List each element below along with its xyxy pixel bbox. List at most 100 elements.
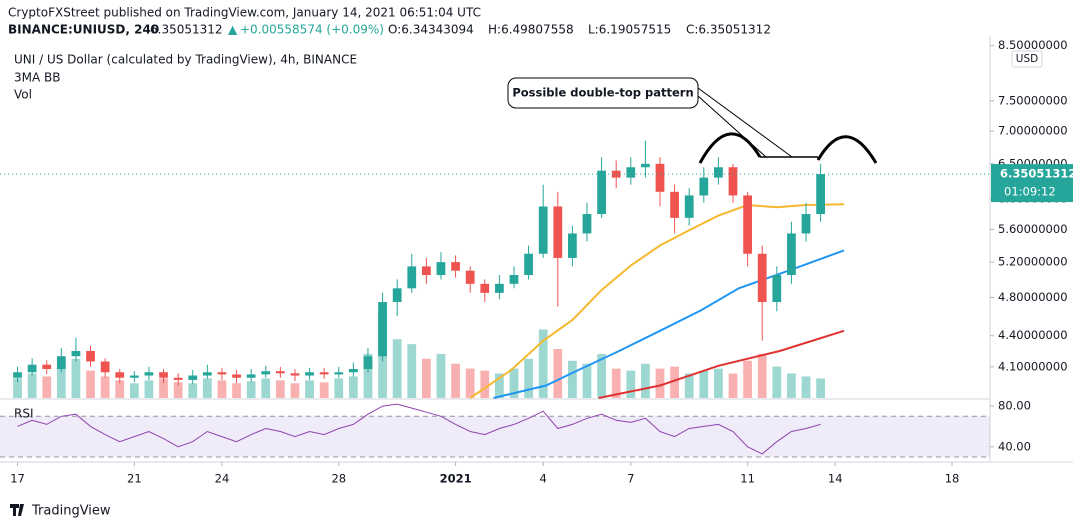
candle-body (129, 375, 139, 378)
volume-bar (582, 363, 592, 398)
candle-body (363, 356, 373, 369)
volume-bar (56, 368, 66, 398)
right-top-arc (816, 135, 878, 164)
candle-body (27, 364, 37, 373)
brand-name: TradingView (31, 504, 111, 519)
rsi-band (0, 416, 990, 457)
volume-bar (597, 353, 606, 398)
volume-bar (684, 373, 694, 398)
rsi-line (17, 403, 821, 455)
y-tick-label: 5.60000000 (998, 222, 1068, 236)
candle-body (42, 364, 52, 369)
candle-body (670, 191, 679, 218)
annotation: Possible double-top pattern (512, 86, 693, 100)
ohlc-close: C:6.35051312 (686, 23, 771, 37)
last-price-box (991, 164, 1073, 203)
candle-body (743, 195, 752, 254)
candle-body (787, 233, 796, 276)
x-tick-label: 28 (331, 472, 346, 486)
candle-body (407, 266, 417, 289)
volume-bar (699, 370, 709, 398)
candle-body (115, 372, 125, 378)
candle-body (305, 372, 314, 376)
candle-body (392, 288, 402, 303)
volume-bar (129, 383, 139, 398)
volume-bar (436, 353, 446, 398)
y-tick-label: 7.50000000 (998, 93, 1068, 107)
volume-bar (787, 373, 796, 398)
ohlc-high: H:6.49807558 (488, 23, 574, 37)
rsi-tick-label: 40.00 (998, 439, 1031, 453)
volume-bar (13, 378, 22, 398)
up-arrow: ▲ (228, 23, 238, 37)
volume-bar (275, 380, 285, 398)
candle-body (144, 372, 154, 376)
volume-bar (232, 383, 241, 398)
candle-body (436, 262, 446, 276)
candle-body (801, 214, 811, 234)
x-tick-label: 11 (740, 472, 755, 486)
indicator-label: 3MA BB (14, 71, 60, 85)
volume-bar (553, 349, 563, 398)
x-tick-label: 7 (627, 472, 634, 486)
x-tick-label: 18 (945, 472, 960, 486)
candle-body (348, 368, 358, 373)
volume-bar (816, 378, 825, 398)
y-tick-label: 4.80000000 (998, 290, 1068, 304)
rsi-tick-label: 80.00 (998, 399, 1031, 413)
moving-average (469, 203, 845, 399)
candle-body (772, 275, 782, 303)
volume-bar (421, 358, 431, 398)
volume-bar (202, 378, 212, 398)
candle-body (597, 170, 606, 215)
volume-bar (714, 368, 723, 398)
candle-body (553, 206, 563, 258)
candle-body (538, 206, 548, 254)
volume-bar (100, 376, 110, 398)
moving-average (598, 329, 845, 399)
volume-bar (670, 366, 679, 398)
candle-body (173, 377, 183, 380)
volume-bar (392, 339, 402, 398)
volume-bar (188, 383, 198, 398)
countdown: 01:09:12 (1004, 185, 1056, 199)
candle-body (421, 266, 431, 276)
moving-average (493, 249, 845, 399)
volume-bar (363, 353, 373, 398)
y-tick-label: 7.00000000 (998, 124, 1068, 138)
volume-bar (348, 376, 358, 398)
callout-pointer (697, 87, 793, 158)
volume-bar (480, 370, 490, 398)
volume-bar (465, 368, 475, 398)
candle-body (568, 233, 577, 258)
volume-bar (144, 380, 154, 398)
x-tick-label: 24 (215, 472, 230, 486)
candle-body (159, 372, 168, 378)
candle-body (626, 167, 636, 178)
double-top-annotation: Possible double-top pattern (507, 77, 878, 164)
volume-bar (451, 363, 460, 398)
x-tick-label: 17 (10, 472, 25, 486)
marks: 8.500000007.500000007.000000006.50000000… (0, 38, 1068, 486)
left-top-arc (698, 132, 762, 164)
volume-bar (495, 373, 504, 398)
x-tick-label: 14 (828, 472, 843, 486)
volume-bar (655, 368, 665, 398)
brand-logo (10, 504, 24, 516)
candle-body (334, 372, 344, 375)
volume-bar (334, 378, 344, 398)
candle-body (56, 356, 66, 369)
currency-box (1011, 50, 1043, 68)
candle-body (246, 374, 256, 378)
volume-bar (319, 382, 329, 398)
header-price: 6.35051312 (150, 23, 223, 37)
volume-bar (86, 370, 95, 398)
volume-bar (772, 366, 782, 398)
brand: TradingView (10, 504, 111, 519)
x-tick-label: 21 (127, 472, 142, 486)
candle-body (217, 372, 227, 375)
ohlc-low: L:6.19057515 (588, 23, 671, 37)
candle-body (86, 351, 95, 362)
volume-bar (568, 360, 577, 398)
volume-bar (173, 382, 183, 398)
